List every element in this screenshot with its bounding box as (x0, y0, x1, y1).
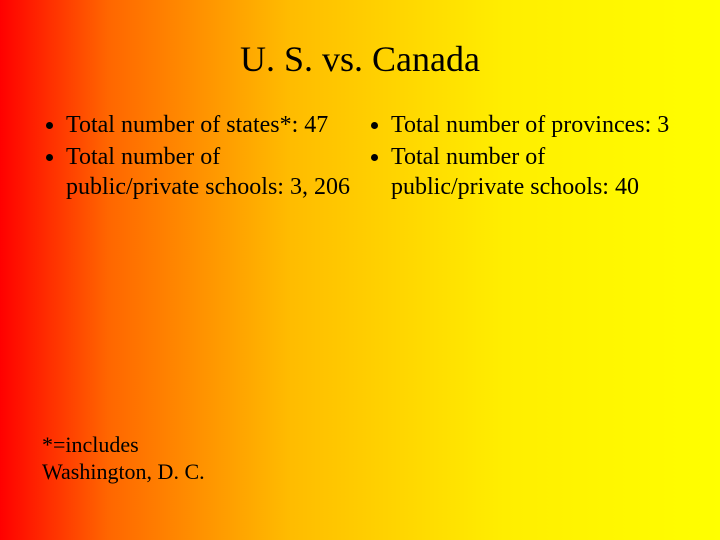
footnote-line: *=includes (42, 432, 205, 458)
columns-container: Total number of states*: 47 Total number… (0, 110, 720, 204)
left-bullet-list: Total number of states*: 47 Total number… (40, 110, 355, 202)
slide: U. S. vs. Canada Total number of states*… (0, 0, 720, 540)
left-column: Total number of states*: 47 Total number… (40, 110, 365, 204)
footnote: *=includes Washington, D. C. (42, 432, 205, 485)
slide-title: U. S. vs. Canada (0, 0, 720, 110)
list-item: Total number of public/private schools: … (66, 142, 355, 202)
list-item: Total number of public/private schools: … (391, 142, 680, 202)
list-item: Total number of provinces: 3 (391, 110, 680, 140)
right-bullet-list: Total number of provinces: 3 Total numbe… (365, 110, 680, 202)
footnote-line: Washington, D. C. (42, 459, 205, 485)
right-column: Total number of provinces: 3 Total numbe… (365, 110, 690, 204)
list-item: Total number of states*: 47 (66, 110, 355, 140)
